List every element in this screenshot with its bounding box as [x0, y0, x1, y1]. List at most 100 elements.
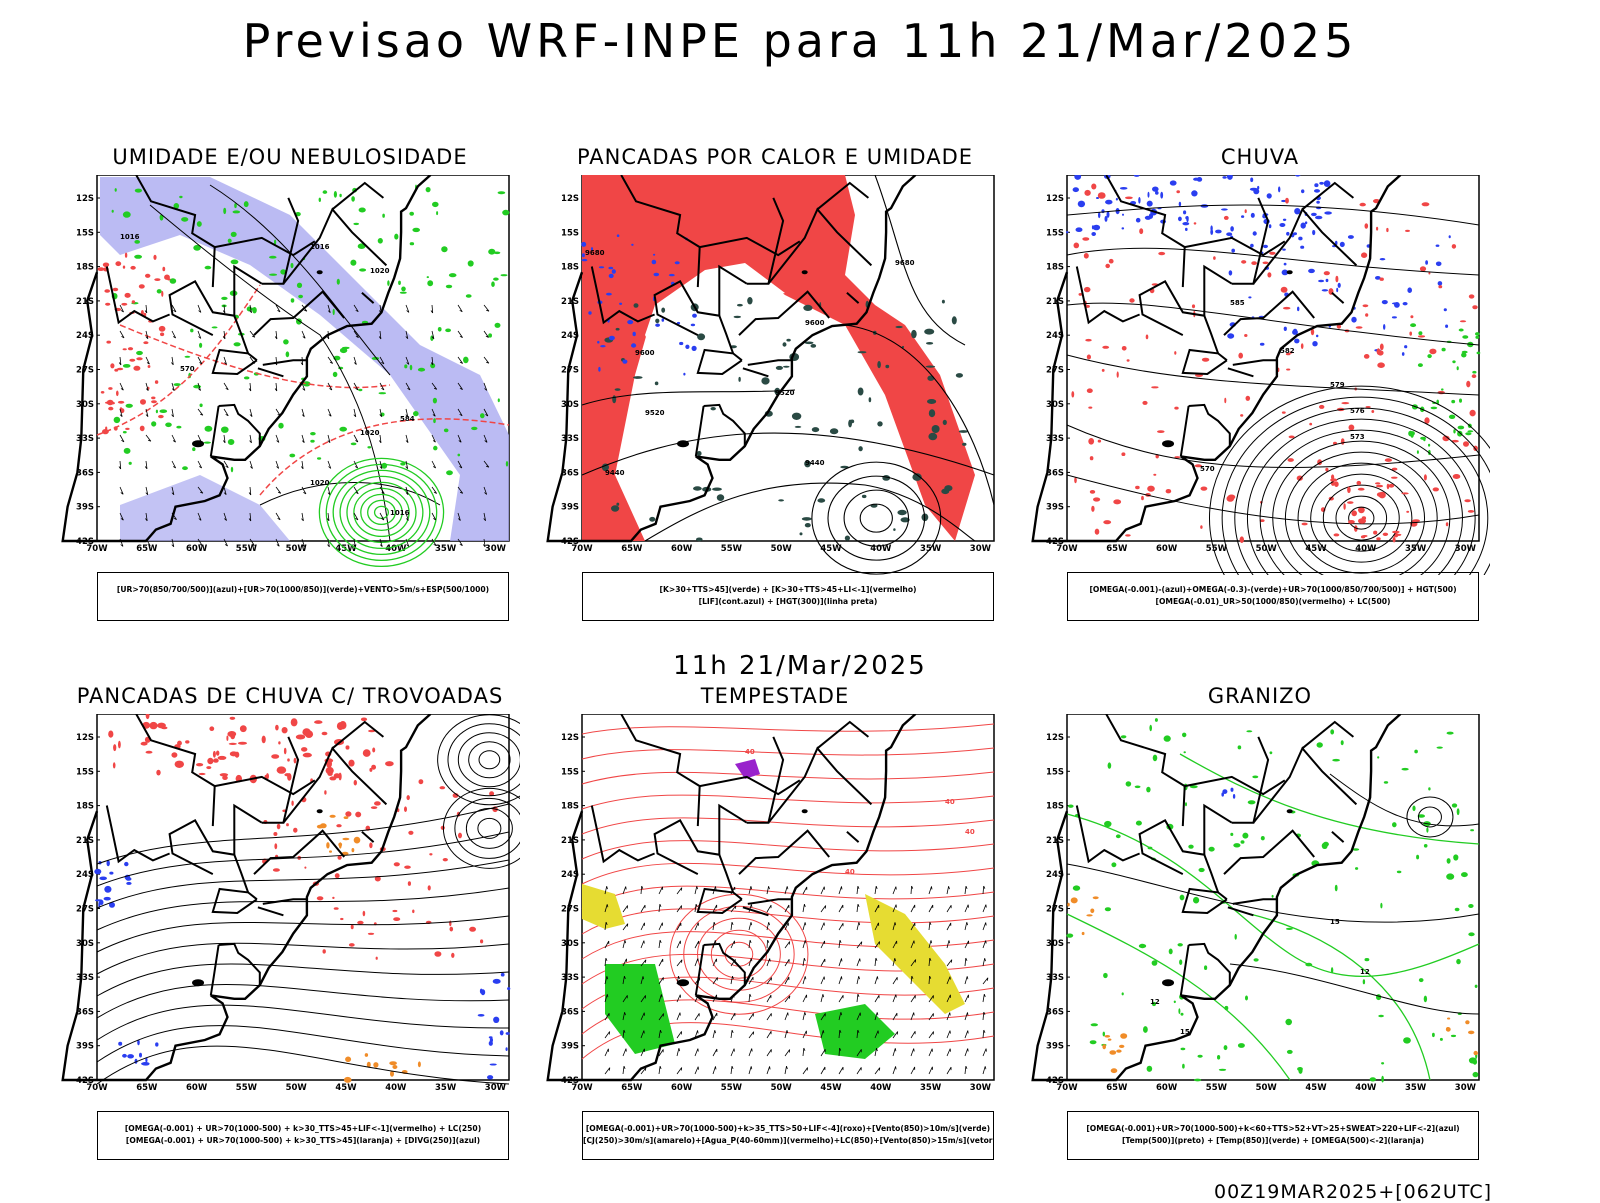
speckle [336, 824, 342, 828]
speckle [674, 261, 680, 265]
wind-vector [712, 1066, 717, 1075]
speckle [140, 399, 146, 405]
streamline [96, 803, 510, 865]
speckle [418, 779, 424, 785]
wind-vector [145, 512, 148, 522]
speckle [1174, 406, 1179, 410]
contour-line [96, 284, 261, 436]
wind-vector [946, 1048, 951, 1057]
contour-ring [669, 893, 809, 1015]
speckle [467, 260, 474, 267]
speckle [1168, 948, 1173, 955]
lat-tick-label: 27S [76, 366, 94, 376]
coastline [546, 175, 917, 543]
contour-line [1066, 424, 1480, 468]
speckle [1107, 762, 1112, 769]
speckle [1319, 181, 1324, 185]
speckle [298, 294, 303, 299]
wind-vector [640, 885, 644, 895]
wind-vector [431, 434, 436, 443]
speckle [1351, 510, 1357, 517]
wind-vector [838, 939, 842, 949]
speckle [1343, 503, 1346, 510]
speckle [280, 269, 287, 275]
speckle [1173, 1000, 1176, 1004]
speckle [608, 266, 614, 270]
speckle [1101, 209, 1105, 214]
speckle [897, 509, 907, 516]
speckle [400, 462, 406, 466]
lat-tick-label: 12S [1046, 194, 1064, 204]
border-line [209, 405, 220, 457]
panel-granizo: GRANIZO 12S 15S 18S 21S 24S 27S 30S 33S 36S 39S 42… [1030, 684, 1490, 1174]
speckle [803, 304, 813, 311]
speckle [290, 298, 295, 303]
pressure-contours [149, 184, 441, 542]
wind-vector [483, 434, 488, 443]
wind-vector [964, 1048, 969, 1057]
speckle [1416, 450, 1419, 454]
contour-label: 570 [180, 365, 195, 373]
speckle [1296, 475, 1303, 481]
wind-vector [910, 1048, 915, 1057]
speckle [1089, 490, 1096, 494]
speckle [1452, 360, 1456, 364]
lat-tick-label: 24S [561, 331, 579, 341]
speckle [287, 758, 290, 762]
contour-ring [447, 723, 520, 797]
lon-tick-label: 50W [771, 544, 793, 554]
wind-vector [802, 903, 806, 913]
speckle [130, 265, 136, 270]
lake-shape [192, 979, 205, 987]
wind-vector [748, 993, 752, 1003]
panel-legend: [K>30+TTS>45](verde) + [K>30+TTS>45+LI<-… [582, 572, 994, 621]
speckle [817, 498, 826, 503]
contour-ring [442, 787, 520, 869]
speckle [941, 299, 945, 304]
contour-line [1066, 204, 1480, 226]
panel-legend: [OMEGA(-0.001) + UR>70(1000-500) + k>30_… [97, 1111, 509, 1160]
wind-vector [353, 304, 359, 313]
lat-tick-label: 12S [76, 733, 94, 743]
lat-tick-label: 39S [76, 1042, 94, 1052]
speckle [1174, 456, 1181, 459]
wind-vector [676, 1012, 681, 1021]
speckle [1410, 315, 1414, 319]
wind-vector [910, 975, 914, 985]
speckle [1375, 482, 1381, 485]
speckle [1364, 223, 1369, 229]
speckle [1126, 359, 1130, 362]
lake-shape [1286, 809, 1293, 814]
coastline [61, 175, 432, 543]
wind-vector [379, 408, 383, 418]
contour-line [874, 175, 966, 346]
divergence-blue-speckle [94, 860, 132, 909]
speckle [439, 786, 446, 790]
border-line [1105, 175, 1186, 288]
speckle [499, 1030, 504, 1036]
speckle [413, 411, 419, 417]
speckle [1230, 226, 1234, 232]
lon-tick-label: 65W [1106, 544, 1128, 554]
speckle [1473, 1050, 1478, 1056]
speckle [122, 431, 127, 434]
speckle [1227, 333, 1235, 339]
wind-vector [353, 434, 359, 443]
speckle [661, 307, 666, 313]
speckle [1119, 1044, 1125, 1048]
panel-title: GRANIZO [1207, 684, 1313, 708]
speckle [1468, 904, 1474, 908]
wind-vector [483, 304, 490, 312]
speckle [318, 197, 321, 202]
rain-red-speckle [1330, 476, 1410, 541]
wind-vector [223, 382, 229, 391]
speckle [1468, 1030, 1475, 1035]
speckle [1432, 1032, 1435, 1038]
speckle [1472, 1059, 1478, 1065]
speckle [358, 388, 363, 392]
speckle [145, 750, 153, 754]
wind-vector [353, 460, 359, 469]
wind-vector [802, 976, 807, 985]
speckle [778, 499, 784, 502]
